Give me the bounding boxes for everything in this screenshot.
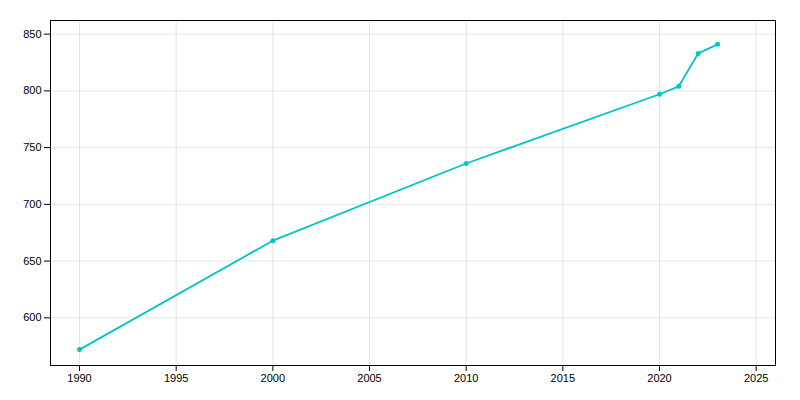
svg-text:600: 600 <box>23 311 41 323</box>
svg-text:2020: 2020 <box>647 372 671 384</box>
svg-text:1995: 1995 <box>164 372 188 384</box>
svg-text:2000: 2000 <box>261 372 285 384</box>
svg-text:650: 650 <box>23 255 41 267</box>
svg-text:700: 700 <box>23 198 41 210</box>
svg-text:1990: 1990 <box>67 372 91 384</box>
svg-text:2005: 2005 <box>357 372 381 384</box>
svg-text:850: 850 <box>23 28 41 40</box>
svg-text:800: 800 <box>23 84 41 96</box>
svg-text:2015: 2015 <box>551 372 575 384</box>
svg-text:750: 750 <box>23 141 41 153</box>
svg-text:2010: 2010 <box>454 372 478 384</box>
svg-text:2025: 2025 <box>744 372 768 384</box>
